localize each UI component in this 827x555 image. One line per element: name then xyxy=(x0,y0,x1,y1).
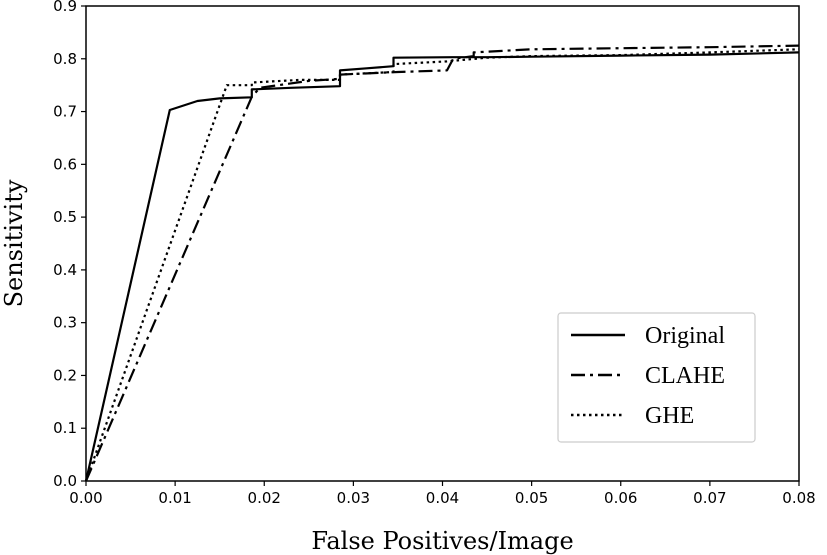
legend-label-ghe: GHE xyxy=(645,403,694,429)
x-tick-label-1: 0.01 xyxy=(158,489,191,507)
y-tick-label-9: 0.9 xyxy=(53,0,77,15)
x-tick-label-4: 0.04 xyxy=(426,489,459,507)
legend-label-original: Original xyxy=(645,323,725,349)
x-tick-label-8: 0.08 xyxy=(782,489,815,507)
y-tick-label-4: 0.4 xyxy=(53,261,77,279)
y-tick-label-5: 0.5 xyxy=(53,208,77,226)
series-line-ghe xyxy=(84,48,800,482)
y-tick-label-0: 0.0 xyxy=(53,472,77,490)
x-tick-label-6: 0.06 xyxy=(604,489,637,507)
y-tick-label-1: 0.1 xyxy=(53,419,77,437)
x-tick-label-5: 0.05 xyxy=(515,489,548,507)
x-axis-label: False Positives/Image xyxy=(311,527,573,555)
y-tick-label-8: 0.8 xyxy=(53,50,77,68)
x-tick-label-2: 0.02 xyxy=(248,489,281,507)
legend-items: Original CLAHE GHE xyxy=(571,323,725,429)
ticks-layer: 0.00 0.01 0.02 0.03 0.04 0.05 0.06 0.07 0.08 0.0 0… xyxy=(53,0,816,507)
x-tick-label-7: 0.07 xyxy=(693,489,726,507)
y-tick-label-7: 0.7 xyxy=(53,103,77,121)
y-tick-label-6: 0.6 xyxy=(53,155,77,173)
x-tick-label-0: 0.00 xyxy=(69,489,102,507)
legend-box xyxy=(557,312,756,443)
series-line-clahe xyxy=(84,44,800,482)
y-axis-label: Sensitivity xyxy=(0,179,28,307)
y-tick-label-2: 0.2 xyxy=(53,366,77,384)
plot-frame xyxy=(85,5,800,482)
legend-label-clahe: CLAHE xyxy=(645,363,725,389)
y-tick-label-3: 0.3 xyxy=(53,314,77,332)
legend: Original CLAHE GHE xyxy=(557,312,756,443)
x-tick-label-3: 0.03 xyxy=(337,489,370,507)
series-layer xyxy=(84,44,800,482)
